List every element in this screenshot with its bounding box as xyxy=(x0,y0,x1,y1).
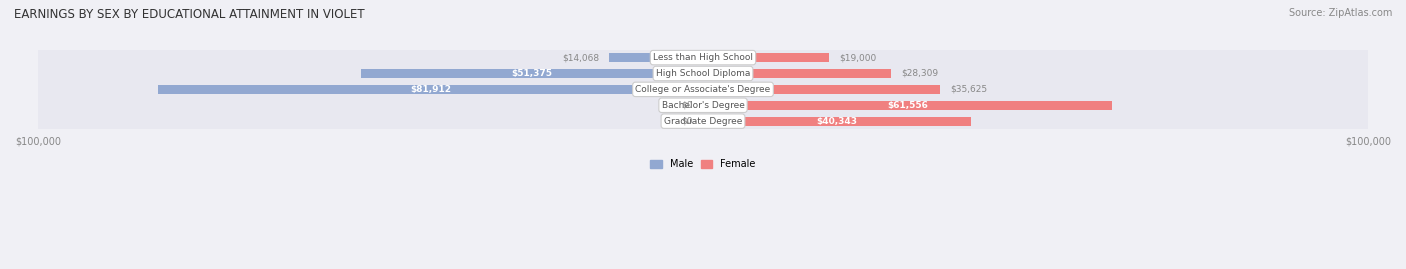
Bar xyxy=(38,66,1368,82)
Text: College or Associate's Degree: College or Associate's Degree xyxy=(636,85,770,94)
Bar xyxy=(703,85,939,94)
Bar xyxy=(38,50,1368,66)
Bar xyxy=(703,53,830,62)
Bar xyxy=(159,85,703,94)
Text: $28,309: $28,309 xyxy=(901,69,938,78)
Bar xyxy=(38,82,1368,97)
Text: Bachelor's Degree: Bachelor's Degree xyxy=(662,101,744,110)
Text: EARNINGS BY SEX BY EDUCATIONAL ATTAINMENT IN VIOLET: EARNINGS BY SEX BY EDUCATIONAL ATTAINMEN… xyxy=(14,8,364,21)
Text: $19,000: $19,000 xyxy=(839,53,876,62)
Text: $0: $0 xyxy=(682,117,693,126)
Text: $14,068: $14,068 xyxy=(562,53,599,62)
Text: $81,912: $81,912 xyxy=(411,85,451,94)
Text: $0: $0 xyxy=(682,101,693,110)
Bar xyxy=(703,69,891,78)
Text: $40,343: $40,343 xyxy=(817,117,858,126)
Text: Less than High School: Less than High School xyxy=(652,53,754,62)
Bar xyxy=(361,69,703,78)
Text: $51,375: $51,375 xyxy=(512,69,553,78)
Text: High School Diploma: High School Diploma xyxy=(655,69,751,78)
Bar xyxy=(703,101,1112,110)
Text: Graduate Degree: Graduate Degree xyxy=(664,117,742,126)
Legend: Male, Female: Male, Female xyxy=(647,155,759,173)
Bar xyxy=(38,113,1368,129)
Bar xyxy=(609,53,703,62)
Bar xyxy=(38,97,1368,113)
Text: Source: ZipAtlas.com: Source: ZipAtlas.com xyxy=(1288,8,1392,18)
Text: $61,556: $61,556 xyxy=(887,101,928,110)
Text: $35,625: $35,625 xyxy=(950,85,987,94)
Bar xyxy=(703,117,972,126)
